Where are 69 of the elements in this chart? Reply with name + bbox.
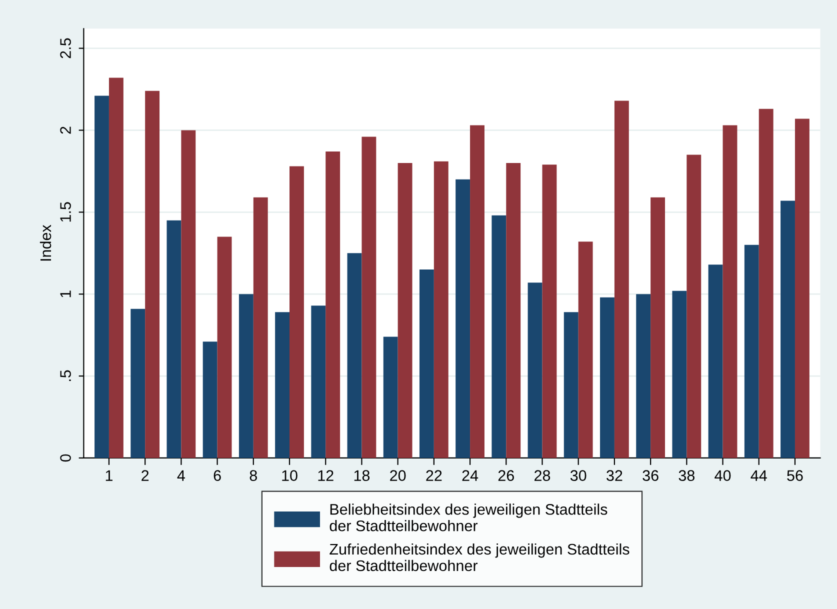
bar <box>326 152 340 458</box>
bar <box>130 308 146 458</box>
bar <box>108 78 124 458</box>
bar <box>275 312 290 458</box>
bar <box>722 125 738 458</box>
x-tick-label: 20 <box>390 470 406 481</box>
x-tick-label: 24 <box>462 470 478 481</box>
bar <box>758 108 774 458</box>
bar <box>744 244 759 458</box>
y-tick-label: 0 <box>60 454 71 462</box>
bar <box>347 253 362 458</box>
bar <box>650 197 666 458</box>
bar <box>492 215 506 458</box>
x-tick-label: 26 <box>498 470 514 481</box>
bar <box>238 294 254 458</box>
bar <box>362 136 376 458</box>
bar <box>290 166 304 458</box>
bar <box>311 306 326 458</box>
legend-label: Zufriedenheitsindex des jeweiligen Stadtteils der Stadtteilbewohner <box>330 543 630 572</box>
x-tick-label: 12 <box>318 470 334 481</box>
bar <box>398 163 412 458</box>
bar <box>600 297 614 458</box>
bar <box>166 220 182 458</box>
bar <box>383 336 398 458</box>
x-tick-label: 36 <box>642 470 658 481</box>
x-tick-label: 2 <box>142 470 149 481</box>
bar <box>253 197 268 458</box>
x-tick-label: 4 <box>177 470 185 481</box>
legend-label: Beliebheitsindex des jeweiligen Stadtteils der Stadtteilbewohner <box>330 504 608 532</box>
x-tick-label: 18 <box>354 470 370 481</box>
bar <box>506 163 521 458</box>
bar <box>636 294 651 458</box>
y-tick-label: 2 <box>60 126 71 134</box>
bar <box>672 290 687 458</box>
bar <box>794 118 810 458</box>
bar <box>564 312 578 458</box>
x-tick-label: 38 <box>678 470 694 481</box>
bar <box>456 179 470 458</box>
bar <box>145 90 160 458</box>
x-tick-label: 6 <box>214 470 221 481</box>
bar <box>686 154 702 458</box>
bar <box>217 236 232 458</box>
bar <box>542 164 557 458</box>
x-tick-label: 56 <box>787 470 803 481</box>
y-axis-title: Index <box>40 224 52 261</box>
bar <box>419 270 434 458</box>
bar <box>614 100 629 458</box>
x-tick-label: 28 <box>534 470 550 481</box>
bar <box>181 130 196 458</box>
x-tick-label: 32 <box>606 470 622 481</box>
bar <box>434 161 448 458</box>
y-tick-label: 1.5 <box>60 202 71 222</box>
x-tick-label: 44 <box>750 470 767 481</box>
x-tick-label: 40 <box>714 470 731 481</box>
y-tick-label: 1 <box>60 290 71 298</box>
bar <box>470 125 484 458</box>
x-tick-label: 10 <box>282 470 298 481</box>
bar <box>528 282 542 458</box>
x-tick-label: 1 <box>106 470 112 481</box>
x-tick-label: 30 <box>570 470 586 481</box>
y-tick-label: .5 <box>60 370 71 382</box>
bar <box>94 96 109 458</box>
bar <box>578 242 593 458</box>
y-tick-label: 2.5 <box>60 38 71 58</box>
x-tick-label: 8 <box>250 470 257 481</box>
bar <box>708 264 723 458</box>
x-tick-label: 22 <box>426 470 442 481</box>
bar <box>780 200 795 458</box>
bar <box>202 342 218 458</box>
